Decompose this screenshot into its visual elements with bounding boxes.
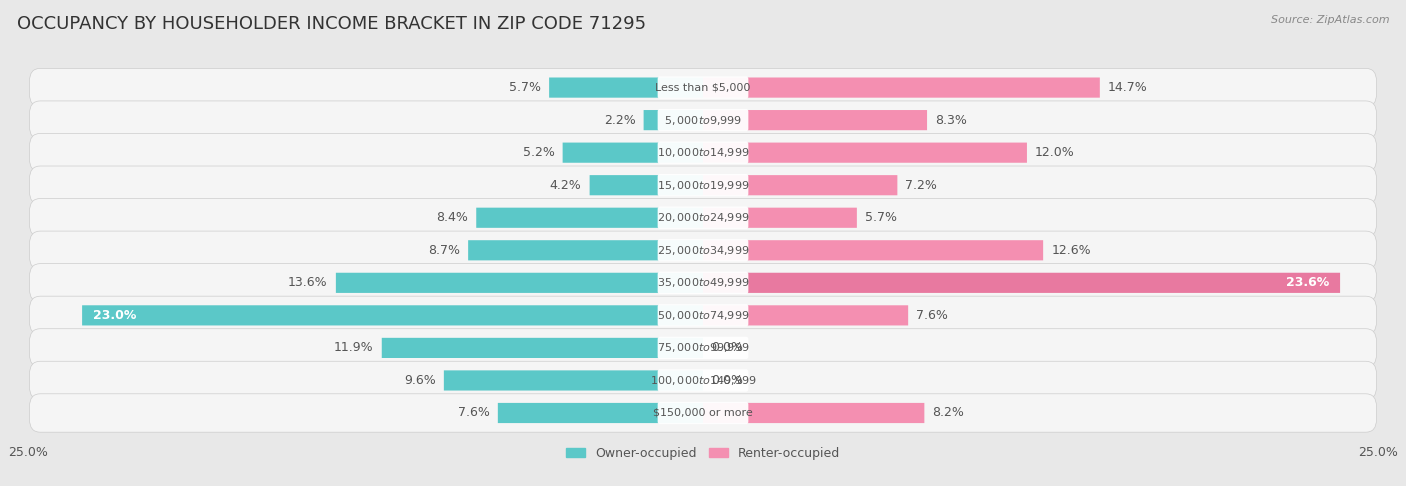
Text: 23.0%: 23.0% (93, 309, 136, 322)
FancyBboxPatch shape (30, 296, 1376, 334)
FancyBboxPatch shape (703, 208, 856, 228)
FancyBboxPatch shape (703, 142, 1026, 163)
FancyBboxPatch shape (703, 305, 908, 326)
Text: OCCUPANCY BY HOUSEHOLDER INCOME BRACKET IN ZIP CODE 71295: OCCUPANCY BY HOUSEHOLDER INCOME BRACKET … (17, 15, 645, 33)
FancyBboxPatch shape (30, 361, 1376, 399)
FancyBboxPatch shape (658, 76, 748, 99)
Text: $35,000 to $49,999: $35,000 to $49,999 (657, 277, 749, 289)
FancyBboxPatch shape (703, 110, 927, 130)
FancyBboxPatch shape (30, 101, 1376, 139)
FancyBboxPatch shape (382, 338, 703, 358)
FancyBboxPatch shape (562, 142, 703, 163)
FancyBboxPatch shape (30, 166, 1376, 205)
FancyBboxPatch shape (30, 199, 1376, 237)
FancyBboxPatch shape (589, 175, 703, 195)
Text: $5,000 to $9,999: $5,000 to $9,999 (664, 114, 742, 127)
FancyBboxPatch shape (644, 110, 703, 130)
Text: 7.2%: 7.2% (905, 179, 938, 191)
FancyBboxPatch shape (30, 263, 1376, 302)
Text: $75,000 to $99,999: $75,000 to $99,999 (657, 341, 749, 354)
FancyBboxPatch shape (658, 304, 748, 327)
Text: 23.6%: 23.6% (1286, 277, 1329, 289)
FancyBboxPatch shape (658, 207, 748, 229)
Text: 5.7%: 5.7% (865, 211, 897, 224)
Text: $10,000 to $14,999: $10,000 to $14,999 (657, 146, 749, 159)
Text: 12.0%: 12.0% (1035, 146, 1074, 159)
FancyBboxPatch shape (82, 305, 703, 326)
Text: 5.7%: 5.7% (509, 81, 541, 94)
Text: 4.2%: 4.2% (550, 179, 582, 191)
FancyBboxPatch shape (658, 402, 748, 424)
FancyBboxPatch shape (658, 109, 748, 131)
FancyBboxPatch shape (30, 394, 1376, 432)
Text: 14.7%: 14.7% (1108, 81, 1147, 94)
Text: $25,000 to $34,999: $25,000 to $34,999 (657, 244, 749, 257)
Text: $100,000 to $149,999: $100,000 to $149,999 (650, 374, 756, 387)
Text: $50,000 to $74,999: $50,000 to $74,999 (657, 309, 749, 322)
FancyBboxPatch shape (444, 370, 703, 391)
Text: $15,000 to $19,999: $15,000 to $19,999 (657, 179, 749, 191)
Text: 13.6%: 13.6% (288, 277, 328, 289)
FancyBboxPatch shape (336, 273, 703, 293)
FancyBboxPatch shape (468, 240, 703, 260)
FancyBboxPatch shape (703, 403, 924, 423)
Text: Source: ZipAtlas.com: Source: ZipAtlas.com (1271, 15, 1389, 25)
FancyBboxPatch shape (477, 208, 703, 228)
FancyBboxPatch shape (550, 77, 703, 98)
Text: 8.2%: 8.2% (932, 406, 965, 419)
FancyBboxPatch shape (658, 369, 748, 392)
Text: 0.0%: 0.0% (711, 341, 744, 354)
Text: 8.4%: 8.4% (436, 211, 468, 224)
FancyBboxPatch shape (703, 175, 897, 195)
FancyBboxPatch shape (30, 329, 1376, 367)
FancyBboxPatch shape (30, 134, 1376, 172)
FancyBboxPatch shape (658, 239, 748, 261)
Text: 9.6%: 9.6% (404, 374, 436, 387)
FancyBboxPatch shape (703, 240, 1043, 260)
Text: 8.3%: 8.3% (935, 114, 967, 127)
FancyBboxPatch shape (658, 272, 748, 294)
Text: $150,000 or more: $150,000 or more (654, 408, 752, 418)
FancyBboxPatch shape (30, 231, 1376, 270)
FancyBboxPatch shape (703, 77, 1099, 98)
Text: 12.6%: 12.6% (1052, 244, 1091, 257)
FancyBboxPatch shape (703, 273, 1340, 293)
Text: $20,000 to $24,999: $20,000 to $24,999 (657, 211, 749, 224)
Text: 7.6%: 7.6% (458, 406, 489, 419)
FancyBboxPatch shape (658, 174, 748, 196)
Text: 8.7%: 8.7% (427, 244, 460, 257)
Text: 7.6%: 7.6% (917, 309, 948, 322)
FancyBboxPatch shape (658, 337, 748, 359)
Text: Less than $5,000: Less than $5,000 (655, 83, 751, 93)
Text: 5.2%: 5.2% (523, 146, 554, 159)
Legend: Owner-occupied, Renter-occupied: Owner-occupied, Renter-occupied (561, 442, 845, 465)
Text: 2.2%: 2.2% (603, 114, 636, 127)
Text: 11.9%: 11.9% (335, 341, 374, 354)
FancyBboxPatch shape (498, 403, 703, 423)
Text: 0.0%: 0.0% (711, 374, 744, 387)
FancyBboxPatch shape (30, 69, 1376, 107)
FancyBboxPatch shape (658, 141, 748, 164)
